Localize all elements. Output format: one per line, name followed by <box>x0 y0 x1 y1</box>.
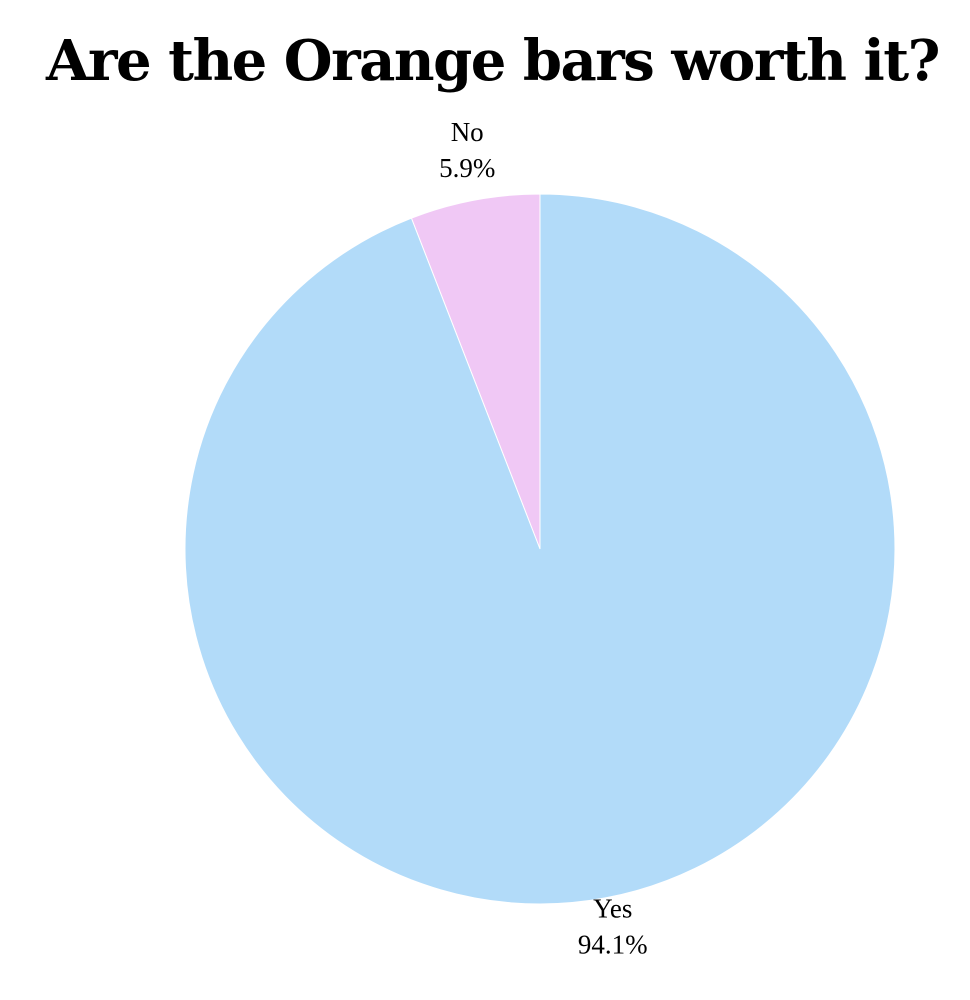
slice-label-yes: Yes <box>593 893 632 923</box>
chart-title: Are the Orange bars worth it? <box>46 28 940 94</box>
pie-labels: No 5.9% Yes 94.1% <box>439 117 648 959</box>
pie-slice-yes <box>184 193 896 905</box>
slice-percent-no: 5.9% <box>439 153 495 183</box>
slice-percent-yes: 94.1% <box>578 929 648 959</box>
pie-slice-no <box>410 193 541 550</box>
slice-label-no: No <box>451 117 484 147</box>
pie-slices <box>184 193 896 905</box>
